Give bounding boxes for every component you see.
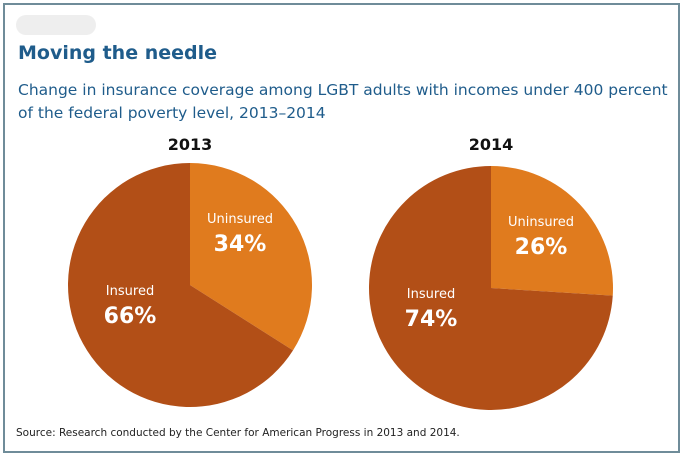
chart-subtitle: Change in insurance coverage among LGBT …	[18, 81, 668, 122]
slice-label: Insured	[106, 284, 154, 299]
pie-title-2014: 2014	[469, 135, 514, 154]
pie-slice-uninsured	[190, 163, 312, 351]
pie-slice-insured	[368, 165, 613, 410]
slice-value: 66%	[104, 304, 157, 329]
source-note: Source: Research conducted by the Center…	[16, 427, 460, 439]
slice-label: Uninsured	[207, 212, 273, 227]
pie-slice-insured	[67, 163, 294, 408]
slice-value: 34%	[214, 232, 267, 257]
pie-slice-uninsured	[491, 166, 613, 296]
slice-label: Insured	[407, 287, 455, 302]
slice-value: 26%	[515, 235, 568, 260]
chart-title: Moving the needle	[18, 42, 218, 64]
redacted-logo	[16, 15, 96, 35]
slice-label: Uninsured	[508, 215, 574, 230]
pie-title-2013: 2013	[168, 135, 213, 154]
slice-value: 74%	[405, 307, 458, 332]
